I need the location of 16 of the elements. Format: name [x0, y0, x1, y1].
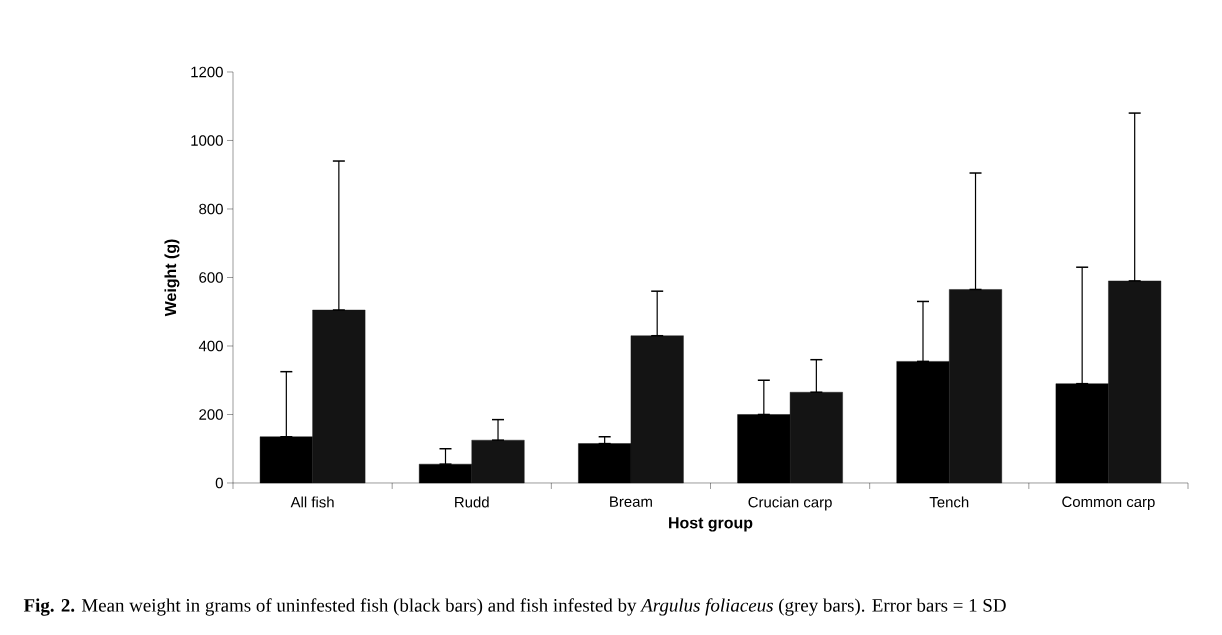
- x-tick-label: Rudd: [455, 496, 489, 508]
- x-tick-label: All fish: [290, 496, 334, 508]
- y-tick-label: 600: [199, 272, 223, 283]
- y-tick-label: 400: [198, 340, 223, 352]
- y-tick-label: 1000: [191, 135, 223, 146]
- x-axis-title: Host group: [669, 517, 753, 532]
- x-tick-label: Bream: [610, 496, 652, 507]
- y-tick-label: 800: [199, 203, 223, 215]
- y-tick-label: 0: [215, 477, 223, 489]
- text: Fig. 2. Mean weight in grams of uninfested fish (black bars) and fish infested by Argulus foliaceus (grey bars). Error bars = 1 SD: [23, 598, 1006, 616]
- y-tick-label: 1200: [191, 66, 223, 78]
- x-tick-label: Tench: [929, 496, 969, 508]
- x-tick-label: Crucian carp: [748, 496, 832, 511]
- x-tick-label: Common carp: [1062, 496, 1155, 511]
- y-tick-label: 200: [199, 409, 223, 420]
- y-axis-title: Weight (g): [164, 239, 180, 317]
